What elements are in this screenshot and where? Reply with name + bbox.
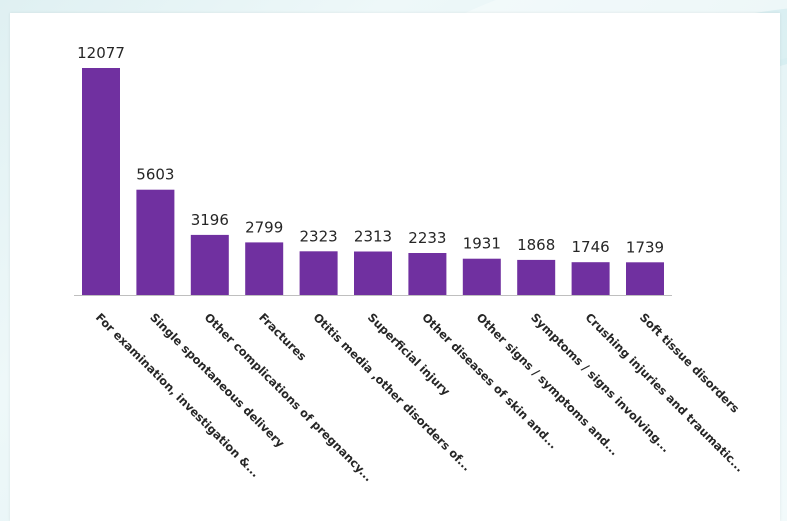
bar — [571, 262, 610, 295]
data-label: 5603 — [136, 166, 174, 184]
bar — [190, 234, 229, 295]
bars-layer — [82, 68, 664, 295]
data-label: 12077 — [77, 44, 125, 62]
x-tick-label: Fractures — [256, 310, 309, 363]
value-labels-layer: 12077 5603 3196 2799 2323 2313 2233 1931 1868 174… — [77, 44, 664, 256]
data-label: 2233 — [408, 229, 446, 247]
bar — [354, 251, 392, 295]
category-labels-layer: For examination, investigation &...Singl… — [93, 310, 747, 484]
data-label: 1739 — [626, 238, 664, 256]
bar — [408, 253, 447, 295]
bar — [82, 68, 120, 295]
bar — [299, 251, 338, 295]
data-label: 2799 — [245, 218, 283, 236]
data-label: 1868 — [517, 236, 555, 254]
x-tick-label: Soft tissue disorders — [637, 310, 742, 415]
bar — [462, 258, 501, 295]
bar — [626, 262, 664, 295]
data-label: 2313 — [354, 228, 392, 246]
data-label: 3196 — [191, 211, 229, 229]
bar — [245, 242, 284, 295]
data-label: 1746 — [572, 238, 610, 256]
bar — [517, 259, 556, 295]
bar — [136, 189, 175, 295]
data-label: 2323 — [300, 227, 338, 245]
data-label: 1931 — [463, 235, 501, 253]
